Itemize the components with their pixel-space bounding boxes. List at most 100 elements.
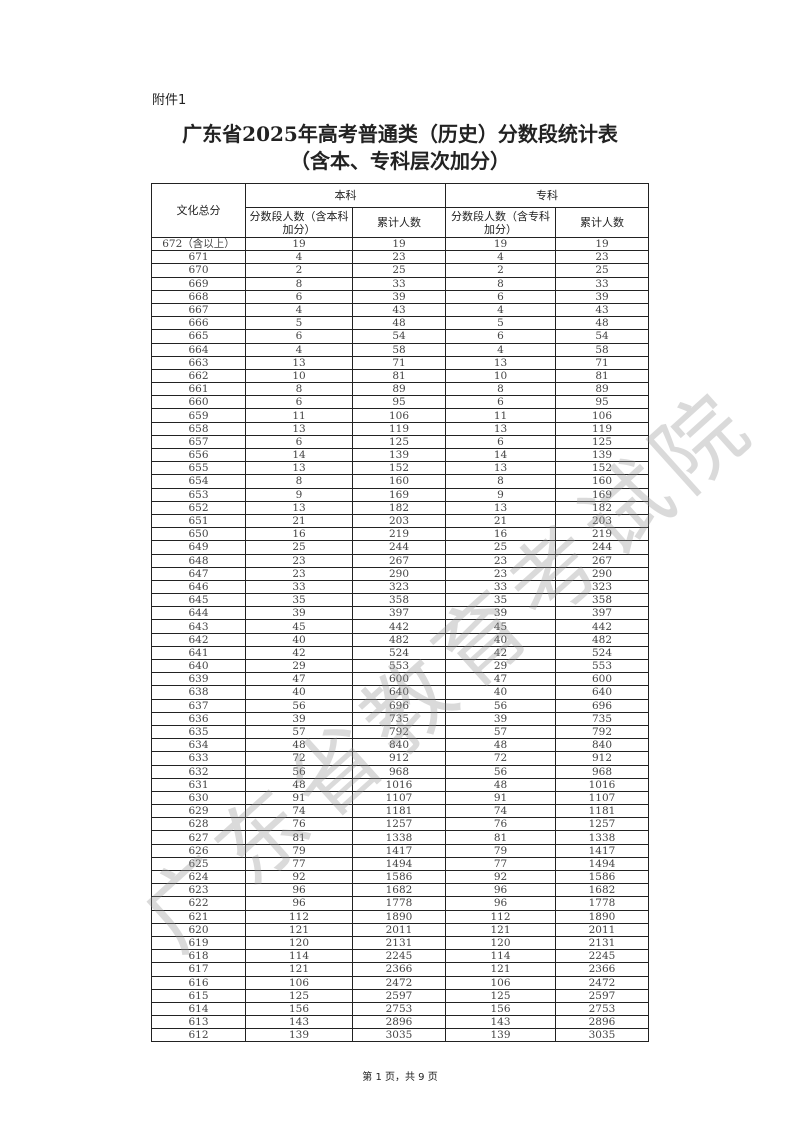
cell-benke-count: 8 (245, 382, 353, 397)
cell-score: 621 (151, 909, 246, 924)
cell-zhuanke-cumulative: 1257 (555, 817, 649, 832)
cell-zhuanke-cumulative: 442 (555, 619, 649, 634)
cell-benke-cumulative: 1778 (352, 896, 446, 911)
table-row: 617 121 2366 121 2366 (151, 962, 649, 977)
cell-benke-cumulative: 840 (352, 738, 446, 753)
cell-benke-count: 13 (245, 500, 353, 515)
cell-zhuanke-cumulative: 1338 (555, 830, 649, 845)
table-row: 657 6 125 6 125 (151, 434, 649, 450)
table-row: 636 39 735 39 735 (151, 711, 649, 726)
cell-score: 671 (151, 250, 246, 265)
cell-benke-cumulative: 160 (352, 474, 446, 489)
cell-benke-count: 5 (245, 316, 353, 331)
header-zhuanke-count: 分数段人数（含专科加分） (445, 207, 556, 238)
cell-zhuanke-count: 39 (445, 711, 556, 726)
cell-zhuanke-cumulative: 2131 (555, 935, 649, 951)
cell-benke-count: 48 (245, 777, 353, 792)
cell-zhuanke-count: 48 (445, 777, 556, 792)
cell-zhuanke-cumulative: 48 (555, 316, 649, 331)
cell-score: 670 (151, 263, 246, 278)
header-benke-cumulative: 累计人数 (352, 207, 446, 238)
cell-score: 658 (151, 421, 246, 436)
cell-benke-cumulative: 1181 (352, 804, 446, 819)
cell-zhuanke-count: 74 (445, 804, 556, 819)
cell-zhuanke-count: 96 (445, 896, 556, 911)
table-row: 633 72 912 72 912 (151, 751, 649, 766)
cell-benke-count: 40 (245, 685, 353, 700)
cell-score: 641 (151, 645, 246, 661)
cell-benke-count: 29 (245, 658, 353, 674)
cell-zhuanke-cumulative: 182 (555, 500, 649, 515)
cell-benke-cumulative: 912 (352, 751, 446, 766)
cell-benke-cumulative: 119 (352, 421, 446, 436)
cell-benke-count: 57 (245, 724, 353, 740)
cell-benke-count: 11 (245, 408, 353, 423)
cell-score: 650 (151, 527, 246, 542)
table-row: 662 10 81 10 81 (151, 368, 649, 384)
cell-zhuanke-count: 47 (445, 672, 556, 687)
cell-benke-count: 76 (245, 817, 353, 832)
table-row: 663 13 71 13 71 (151, 355, 649, 370)
cell-score: 630 (151, 790, 246, 806)
cell-benke-cumulative: 125 (352, 434, 446, 450)
table-row: 620 121 2011 121 2011 (151, 922, 649, 937)
cell-score: 657 (151, 434, 246, 450)
cell-benke-cumulative: 48 (352, 316, 446, 331)
cell-benke-cumulative: 43 (352, 302, 446, 318)
table-row: 669 8 33 8 33 (151, 276, 649, 291)
cell-zhuanke-cumulative: 1778 (555, 896, 649, 911)
cell-zhuanke-count: 143 (445, 1015, 556, 1030)
cell-zhuanke-count: 120 (445, 935, 556, 951)
cell-zhuanke-count: 56 (445, 698, 556, 713)
cell-zhuanke-cumulative: 267 (555, 553, 649, 568)
cell-zhuanke-count: 4 (445, 250, 556, 265)
cell-benke-count: 40 (245, 632, 353, 647)
cell-score: 623 (151, 883, 246, 898)
score-distribution-table: 文化总分 本科 专科 分数段人数（含本科加分） 累计人数 分数段人数（含专科加分… (151, 183, 649, 1043)
table-row: 613 143 2896 143 2896 (151, 1015, 649, 1030)
cell-zhuanke-count: 114 (445, 949, 556, 964)
cell-benke-count: 121 (245, 922, 353, 937)
cell-benke-count: 14 (245, 447, 353, 463)
cell-benke-count: 45 (245, 619, 353, 634)
cell-zhuanke-cumulative: 33 (555, 276, 649, 291)
table-row: 654 8 160 8 160 (151, 474, 649, 489)
cell-zhuanke-cumulative: 25 (555, 263, 649, 278)
header-benke-count: 分数段人数（含本科加分） (245, 207, 353, 238)
cell-score: 613 (151, 1015, 246, 1030)
cell-benke-cumulative: 2366 (352, 962, 446, 977)
cell-benke-cumulative: 482 (352, 632, 446, 647)
cell-benke-count: 156 (245, 1001, 353, 1017)
table-row: 638 40 640 40 640 (151, 685, 649, 700)
cell-score: 643 (151, 619, 246, 634)
cell-benke-cumulative: 19 (352, 236, 446, 252)
cell-benke-cumulative: 95 (352, 395, 446, 410)
cell-benke-cumulative: 106 (352, 408, 446, 423)
cell-benke-count: 106 (245, 975, 353, 990)
cell-benke-count: 120 (245, 935, 353, 951)
table-row: 622 96 1778 96 1778 (151, 896, 649, 911)
cell-benke-cumulative: 1682 (352, 883, 446, 898)
cell-score: 640 (151, 658, 246, 674)
cell-score: 617 (151, 962, 246, 977)
cell-score: 645 (151, 593, 246, 608)
cell-zhuanke-cumulative: 106 (555, 408, 649, 423)
cell-zhuanke-count: 81 (445, 830, 556, 845)
cell-zhuanke-count: 56 (445, 764, 556, 779)
cell-zhuanke-cumulative: 219 (555, 527, 649, 542)
cell-zhuanke-cumulative: 203 (555, 513, 649, 529)
cell-zhuanke-cumulative: 2753 (555, 1001, 649, 1017)
cell-benke-cumulative: 152 (352, 461, 446, 476)
table-row: 627 81 1338 81 1338 (151, 830, 649, 845)
cell-score: 661 (151, 382, 246, 397)
cell-benke-count: 21 (245, 513, 353, 529)
cell-zhuanke-cumulative: 912 (555, 751, 649, 766)
cell-zhuanke-cumulative: 125 (555, 434, 649, 450)
table-row: 644 39 397 39 397 (151, 606, 649, 621)
cell-benke-count: 25 (245, 540, 353, 555)
cell-zhuanke-cumulative: 39 (555, 289, 649, 304)
cell-zhuanke-count: 112 (445, 909, 556, 924)
table-row: 637 56 696 56 696 (151, 698, 649, 713)
cell-benke-count: 39 (245, 606, 353, 621)
table-row: 639 47 600 47 600 (151, 672, 649, 687)
